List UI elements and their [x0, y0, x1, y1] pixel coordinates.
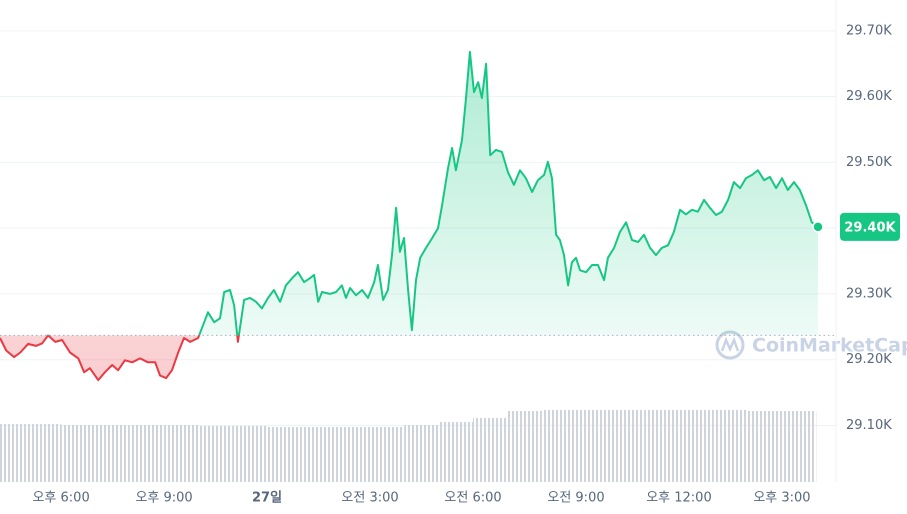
x-tick-label: 오후 6:00 — [32, 491, 89, 506]
volume-bar — [404, 425, 439, 482]
y-tick-label: 29.20K — [846, 352, 892, 367]
volume-bar — [129, 425, 165, 482]
y-tick-label: 29.10K — [846, 418, 892, 433]
volume-bar — [335, 427, 371, 482]
x-tick-label: 오전 9:00 — [547, 491, 604, 506]
watermark-text: CoinMarketCap — [752, 335, 907, 357]
volume-bar — [644, 410, 679, 482]
volume-bar — [678, 410, 714, 482]
volume-bar — [95, 425, 130, 482]
x-tick-label: 오후 9:00 — [135, 491, 192, 506]
volume-bar — [232, 426, 268, 482]
volume-bar — [473, 418, 508, 482]
volume-bar — [541, 410, 576, 482]
volume-bar — [370, 427, 405, 482]
volume-bar — [26, 424, 62, 482]
volume-bar — [438, 422, 474, 482]
x-tick-label: 오전 6:00 — [444, 491, 501, 506]
watermark-logo — [715, 330, 745, 360]
watermark-logo-mark — [720, 336, 740, 353]
last-point — [812, 221, 824, 233]
volume-bar — [198, 426, 233, 482]
volume-bar — [301, 427, 336, 482]
price-tag-label: 29.40K — [844, 220, 896, 235]
price-line-down — [0, 335, 240, 382]
area-down — [0, 335, 818, 381]
y-tick-label: 29.30K — [846, 286, 892, 301]
volume-bar — [713, 410, 748, 482]
y-tick-label: 29.50K — [846, 155, 892, 170]
volume-bar — [267, 427, 302, 482]
volume-bar — [507, 411, 542, 482]
volume-bar — [610, 410, 645, 482]
x-tick-label: 오전 3:00 — [341, 491, 398, 506]
x-tick-label: 27일 — [252, 491, 282, 506]
volume-bar — [781, 411, 817, 482]
volume-bar — [0, 424, 27, 482]
volume-bar — [164, 425, 199, 482]
x-tick-label: 오후 3:00 — [753, 491, 810, 506]
y-tick-label: 29.60K — [846, 89, 892, 104]
volume-bar — [61, 425, 96, 482]
area-up — [199, 51, 818, 336]
x-tick-label: 오후 12:00 — [646, 491, 712, 506]
price-line-up — [46, 50, 819, 336]
price-tag — [840, 212, 900, 241]
volume-bar — [575, 410, 611, 482]
y-tick-label: 29.70K — [846, 23, 892, 38]
volume-bar — [747, 411, 782, 482]
